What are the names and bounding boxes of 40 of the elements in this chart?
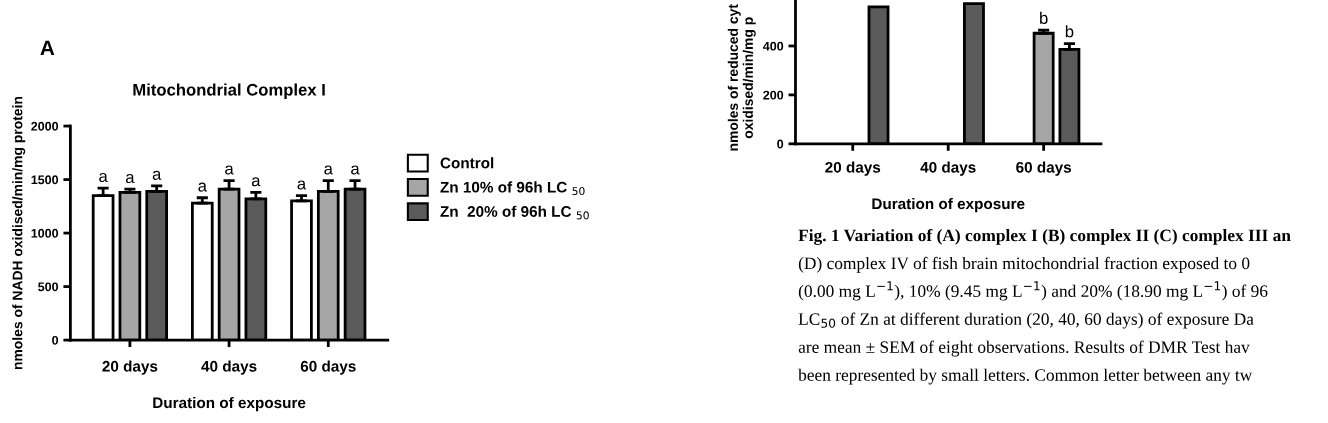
text: been represented by small letters. Common letter between any tw [798,368,1253,385]
data-label: a [251,177,261,187]
y-tick-label: 0 [777,139,784,149]
data-label: a [351,165,360,175]
y-tick-label: 2000 [31,121,59,131]
x-tick-label: 40 days [920,161,976,176]
chart-title: Mitochondrial Complex I [133,83,325,99]
data-label: a [99,172,108,183]
y-tick-label: 200 [763,90,784,100]
x-tick-label: 20 days [825,161,881,176]
caption: Fig. 1 Variation of (A) complex I (B) complex II (C) complex III an [798,228,1291,245]
data-label: a [324,165,333,175]
text: (0.00 mg L$^{−1}$), 10% (9.45 mg L$^{−1}$) and 20% (18.90 mg L$^{−1}$) of 96 [798,281,1268,301]
text: (D) complex IV of fish brain mitochondrial fraction exposed to 0 [798,256,1250,273]
y-axis-title: nmoles of reduced cyt oxidised/min/mg p [727,4,756,151]
y-tick-label: 0 [52,335,59,345]
data-label: a [225,165,234,175]
data-label: b [1065,25,1074,38]
text: are mean ± SEM of eight observations. Results of DMR Test hav [798,340,1250,357]
y-tick-label: 400 [763,41,784,51]
x-tick-label: 40 days [201,360,257,375]
x-tick-label: 20 days [102,360,158,375]
text: A [40,40,55,55]
data-label: a [152,170,162,180]
x-tick-label: 60 days [1016,161,1072,176]
x-axis-title: Duration of exposure [872,197,1025,213]
data-label: a [198,182,207,192]
data-label: b [1040,11,1048,24]
data-label: a [297,180,307,190]
x-tick-label: 60 days [300,360,356,375]
text: LC$_{50}$ of Zn at different duration (20, 40, 60 days) of exposure Da [798,312,1254,329]
legend-label: Control [440,157,494,169]
y-tick-label: 1000 [31,228,59,238]
y-tick-label: 1500 [31,175,59,185]
y-tick-label: 500 [38,282,59,292]
legend-label: Zn 20% of 96h LC $_{50}$ [440,205,589,220]
data-label: a [125,173,135,184]
x-axis-title: Duration of exposure [153,396,306,412]
legend-label: Zn 10% of 96h LC $_{50}$ [440,181,585,196]
y-axis-title: nmoles of NADH oxidised/min/mg protein [12,96,26,370]
